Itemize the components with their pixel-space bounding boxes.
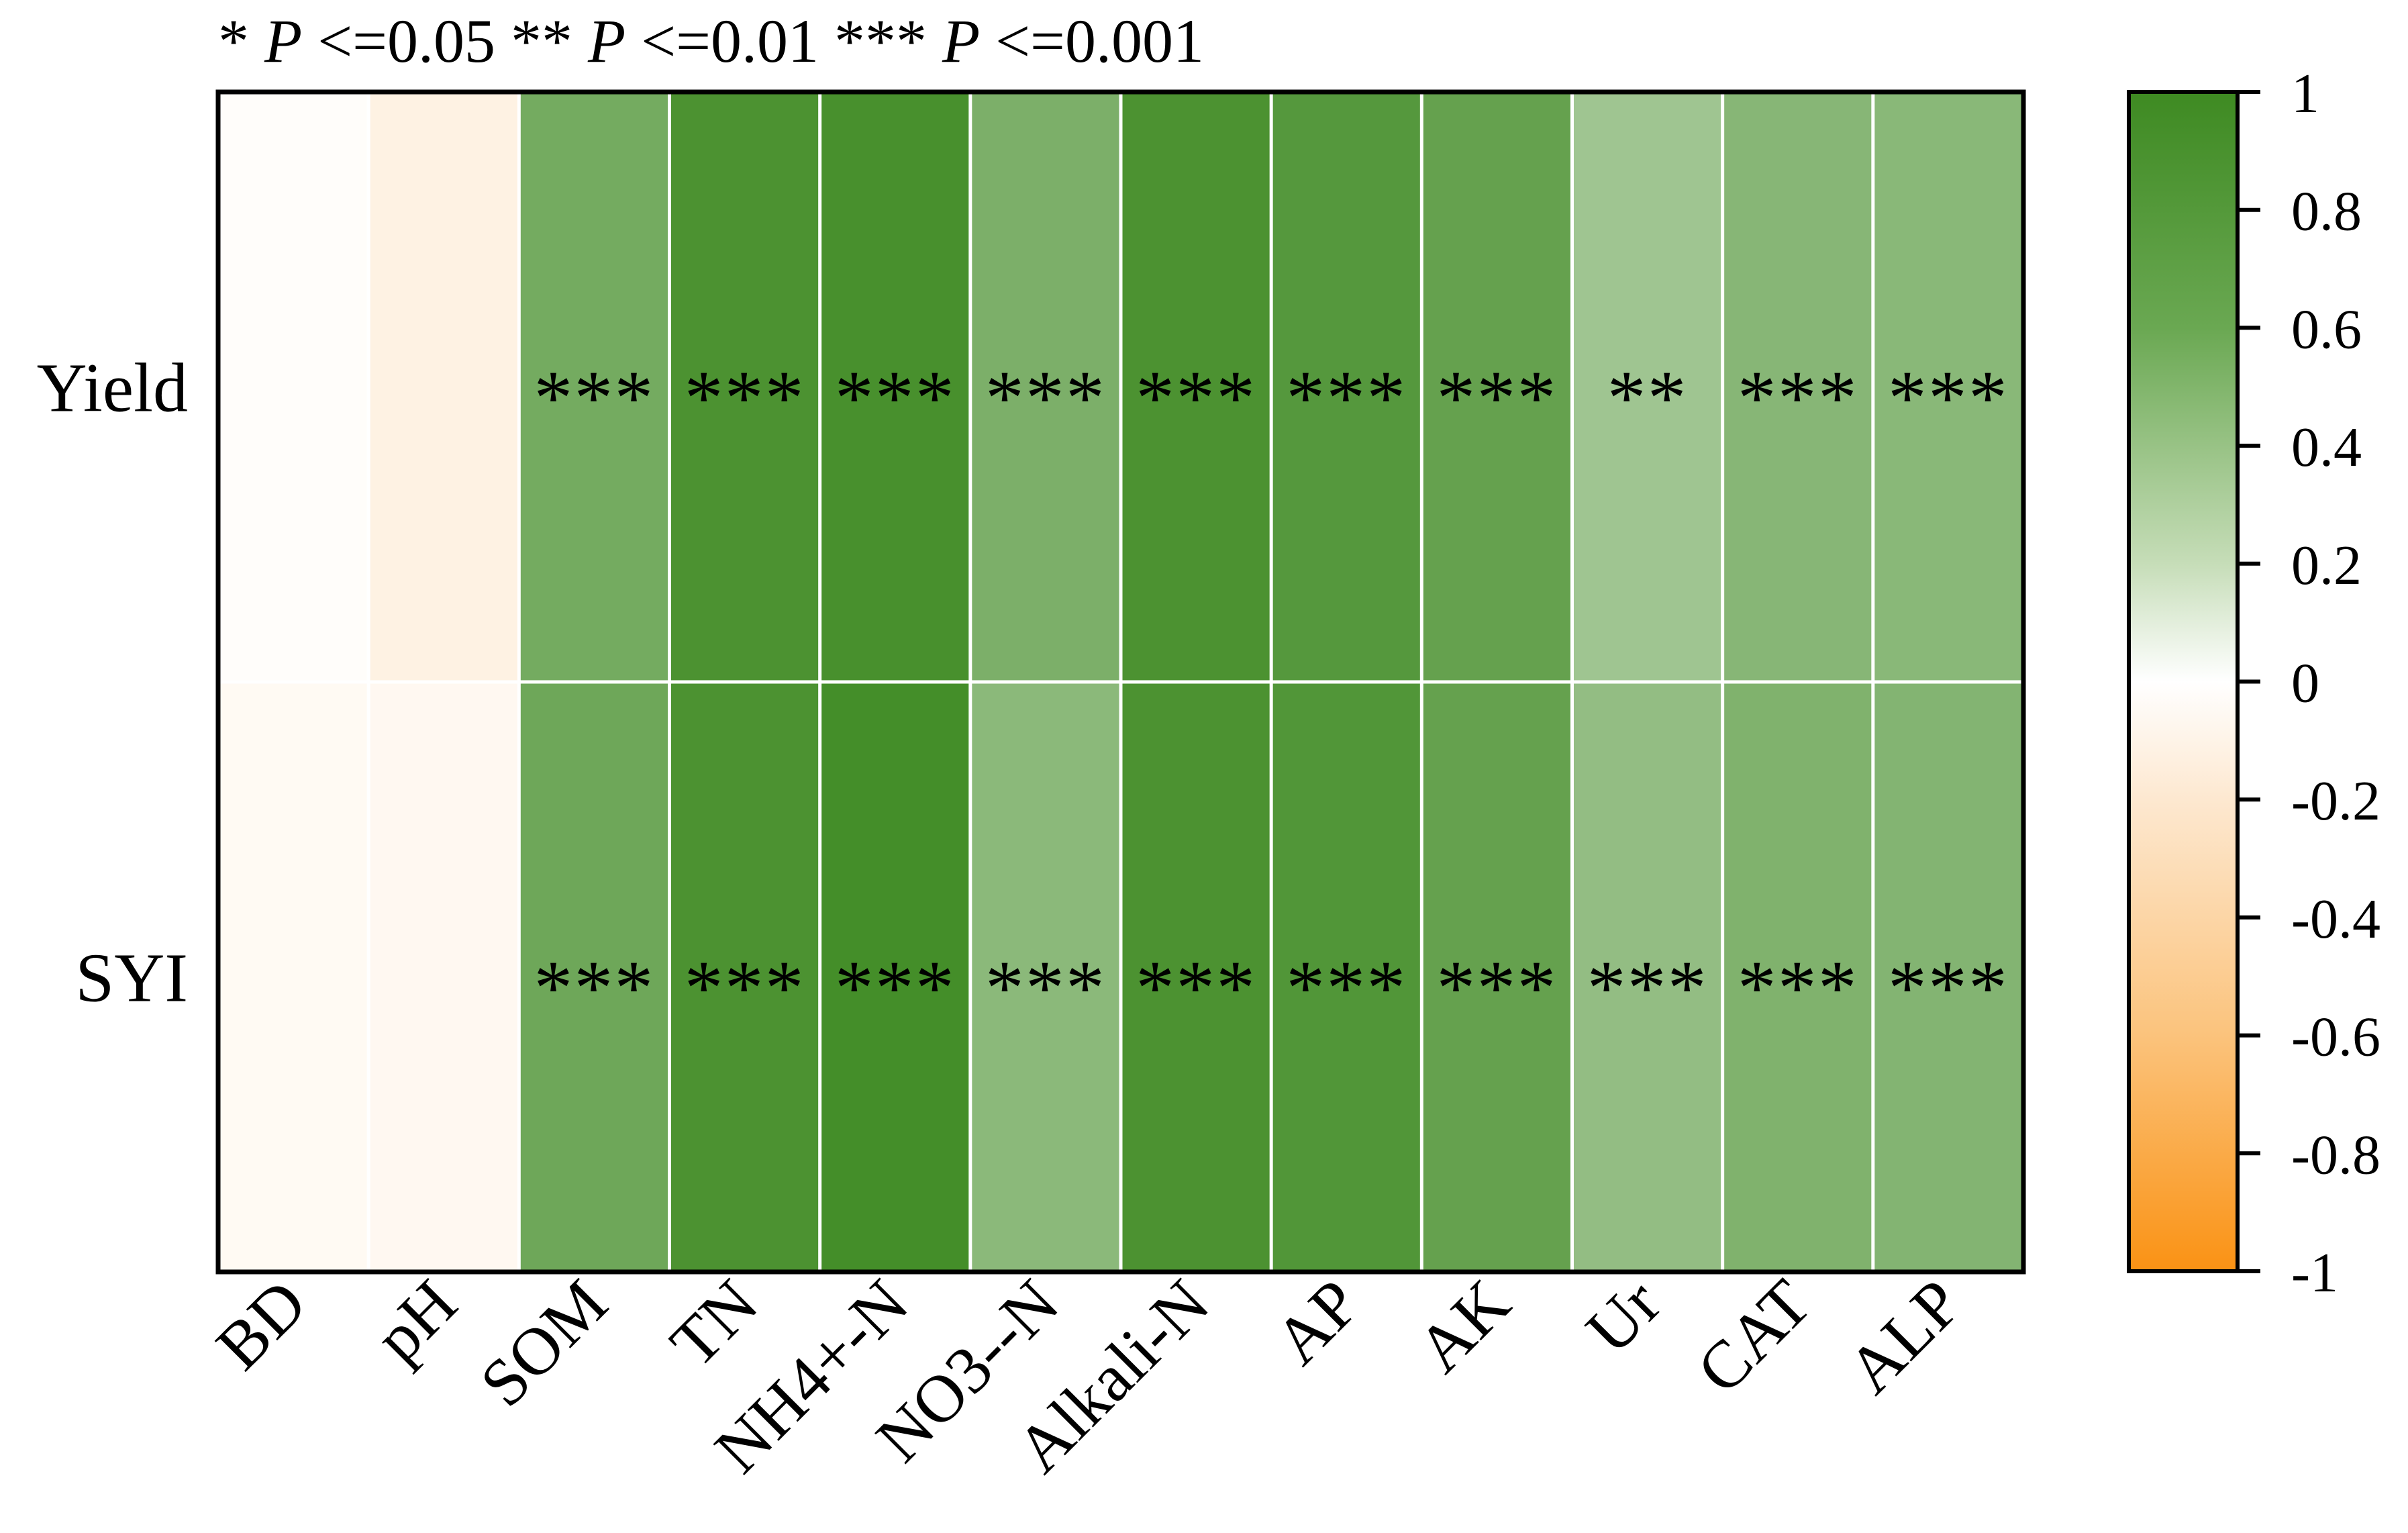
heatmap-cell-syi-9 [1572,682,1723,1273]
significance-mark: *** [1286,356,1407,442]
column-label: pH [360,1265,471,1376]
significance-mark: *** [1136,356,1256,442]
significance-mark: ** [1607,356,1688,442]
significance-mark: *** [985,356,1106,442]
colorbar-tick-label: 1 [2291,62,2319,125]
heatmap-cell-yield-3 [669,92,821,683]
colorbar-tick-label: 0.2 [2291,534,2362,597]
colorbar-tick-label: 0.6 [2291,298,2362,360]
significance-mark: *** [534,356,654,442]
row-labels: Yield SYI [37,350,188,1017]
colorbar-tick-label: -0.4 [2291,888,2380,950]
heatmap-cell-syi-5 [970,682,1121,1273]
colorbar [2127,90,2240,1273]
heatmap-cell-syi-4 [819,682,971,1273]
significance-mark: *** [685,946,805,1032]
heatmap-cell-yield-10 [1722,92,1874,683]
colorbar-tick-label: 0 [2291,652,2319,715]
significance-mark: *** [1136,946,1256,1032]
heatmap-cell-syi-0 [218,682,369,1273]
heatmap-cell-yield-11 [1872,92,2024,683]
heatmap-cell-yield-7 [1271,92,1422,683]
column-label: CAT [1683,1265,1825,1407]
column-label: SOM [466,1265,621,1421]
heatmap-cells [218,92,2024,1273]
heatmap-cell-syi-3 [669,682,821,1273]
significance-legend: * P <=0.05 ** P <=0.01 *** P <=0.001 [218,7,1204,75]
significance-mark: *** [1738,946,1858,1032]
legend-threshold-3: <=0.001 [995,7,1204,75]
heatmap-cell-syi-2 [519,682,670,1273]
column-label: AP [1260,1265,1374,1379]
significance-mark: *** [1888,356,2009,442]
significance-mark: *** [685,356,805,442]
colorbar-tick-label: -0.6 [2291,1006,2380,1069]
heatmap-cell-syi-7 [1271,682,1422,1273]
column-label: ALP [1833,1265,1975,1407]
heatmap-cell-syi-6 [1121,682,1272,1273]
row-label-yield: Yield [37,350,188,427]
heatmap-cell-syi-1 [368,682,519,1273]
heatmap-cell-yield-5 [970,92,1121,683]
legend-threshold-2: <=0.01 [641,7,819,75]
heatmap-cell-syi-10 [1722,682,1874,1273]
legend-threshold-1: <=0.05 [317,7,495,75]
heatmap-gridlines [218,92,2023,1272]
significance-mark: *** [835,356,956,442]
colorbar-tick-label: 0.4 [2291,416,2362,479]
column-label: AK [1403,1265,1524,1387]
significance-mark: *** [985,946,1106,1032]
heatmap-border [215,89,2026,1275]
legend-p-3: P [942,7,980,75]
significance-mark: *** [1436,356,1557,442]
heatmap-cell-yield-8 [1421,92,1572,683]
heatmap-cell-yield-1 [368,92,519,683]
heatmap-cell-yield-6 [1121,92,1272,683]
column-label: BD [202,1265,321,1384]
legend-stars-1: * [218,7,249,75]
colorbar-ticks: 1 0.8 0.6 0.4 0.2 0 -0.2 -0.4 -0.6 -0.8 -1 [2238,62,2380,1304]
row-label-syi: SYI [75,940,188,1017]
colorbar-tick-label: 0.8 [2291,181,2362,243]
colorbar-tick-label: -0.8 [2291,1124,2380,1186]
heatmap-cell-syi-11 [1872,682,2024,1273]
significance-mark: *** [1436,946,1557,1032]
column-label: Ur [1572,1265,1674,1368]
significance-mark: *** [1587,946,1708,1032]
heatmap-cell-yield-9 [1572,92,1723,683]
heatmap-cell-syi-8 [1421,682,1572,1273]
column-label: TN [656,1265,772,1381]
significance-mark: *** [1738,356,1858,442]
significance-mark: *** [534,946,654,1032]
significance-mark: *** [835,946,956,1032]
legend-p-1: P [264,7,302,75]
legend-stars-2: ** [511,7,572,75]
heatmap-cell-yield-0 [218,92,369,683]
colorbar-tick-label: -0.2 [2291,770,2380,832]
legend-stars-3: *** [834,7,927,75]
significance-mark: *** [1286,946,1407,1032]
significance-stars: *** *** *** *** *** *** *** ** *** ****** *** *** **… [534,356,2009,1032]
significance-mark: *** [1888,946,2009,1032]
heatmap-cell-yield-4 [819,92,971,683]
heatmap-cell-yield-2 [519,92,670,683]
colorbar-tick-label: -1 [2291,1242,2338,1304]
legend-p-2: P [587,7,625,75]
